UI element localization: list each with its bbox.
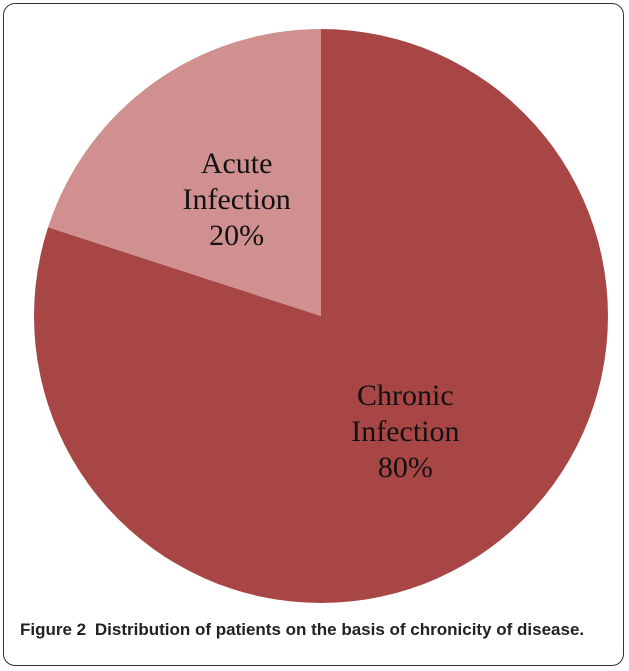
caption-text: Distribution of patients on the basis of…: [94, 620, 585, 639]
caption: Figure 2 Distribution of patients on the…: [20, 618, 610, 642]
slice-category: Chronic Infection: [351, 379, 460, 449]
slice-label: Acute Infection 20%: [172, 146, 302, 254]
pie-slice: [48, 29, 321, 316]
slice-value: 80%: [377, 451, 433, 485]
slice-value: 20%: [209, 218, 265, 252]
pie-slice: [33, 29, 608, 603]
slice-category: Acute Infection: [182, 146, 291, 216]
frame: [3, 3, 624, 666]
caption-label: Figure 2: [20, 620, 87, 639]
slice-label: Chronic Infection 80%: [340, 378, 470, 486]
